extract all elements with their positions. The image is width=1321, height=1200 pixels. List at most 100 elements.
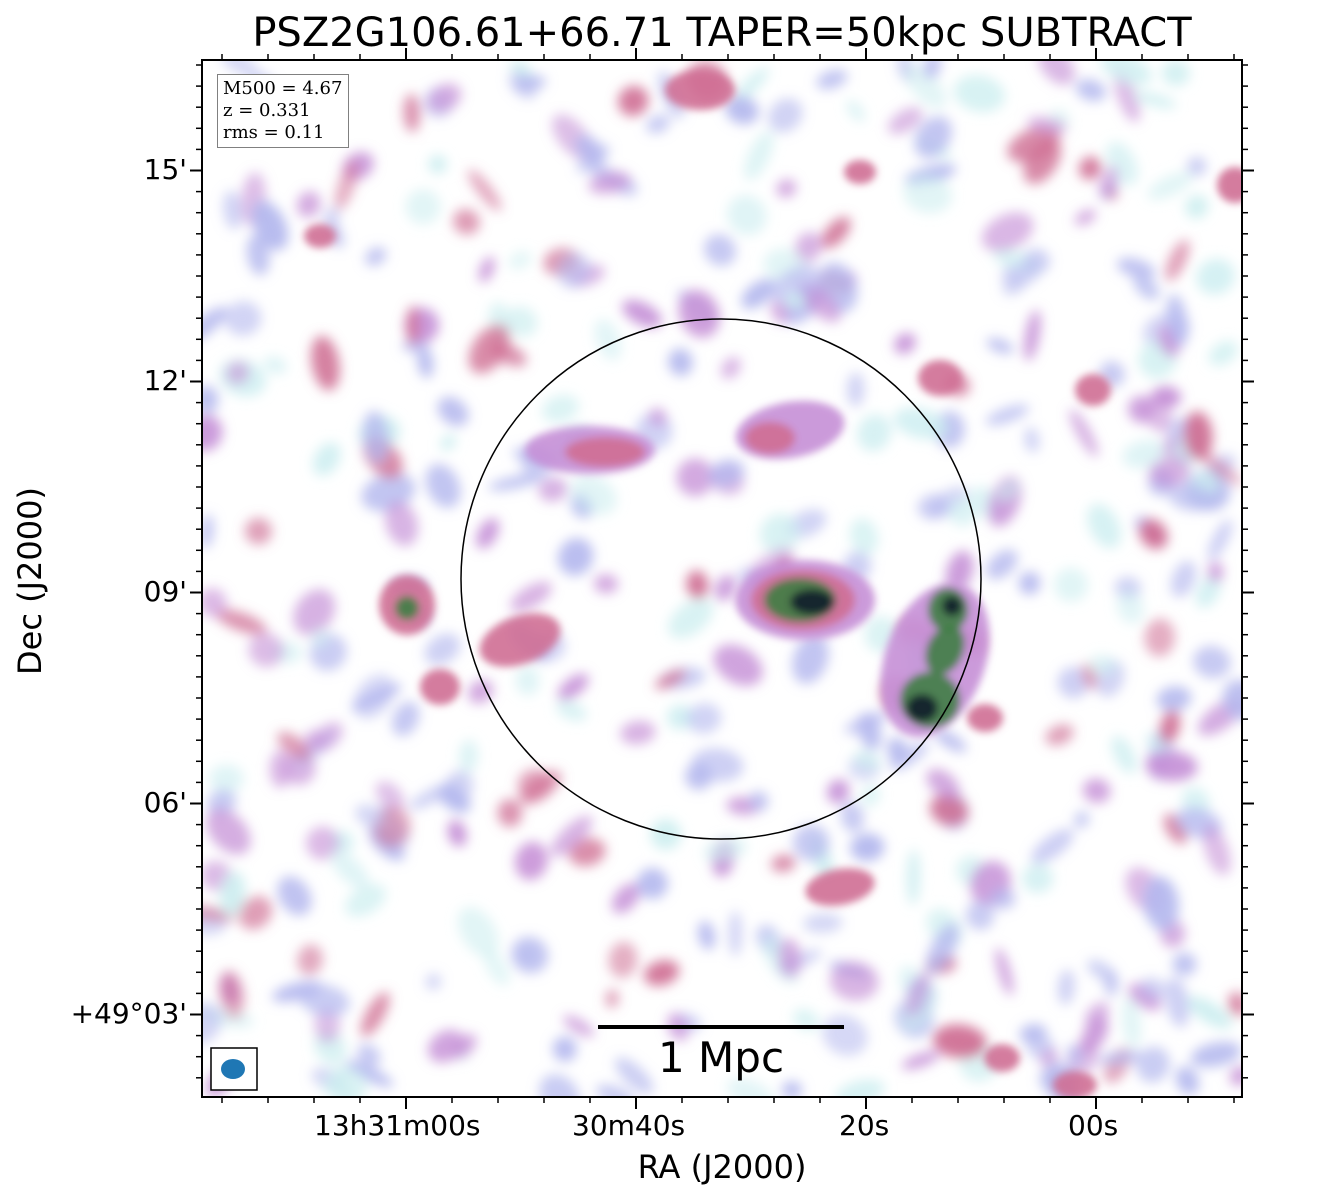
- noise-blob: [759, 513, 800, 554]
- noise-blob: [202, 414, 223, 452]
- noise-blob: [202, 306, 228, 342]
- noise-blob: [678, 289, 720, 338]
- noise-blob: [575, 135, 604, 164]
- emission-source: [1217, 167, 1242, 203]
- x-tick-label-20s: 20s: [839, 1109, 890, 1142]
- noise-blob: [385, 501, 419, 547]
- noise-blob: [334, 159, 359, 211]
- noise-blob: [1190, 1041, 1242, 1068]
- noise-blob: [440, 434, 457, 451]
- y-tick-label-15: 15': [143, 153, 187, 186]
- noise-blob: [1147, 171, 1194, 200]
- noise-blob: [353, 674, 395, 719]
- x-axis-label: RA (J2000): [637, 1148, 807, 1186]
- noise-blob: [1165, 977, 1190, 1028]
- noise-blob: [508, 251, 532, 270]
- noise-blob: [1121, 995, 1142, 1049]
- noise-blob: [1193, 645, 1231, 679]
- noise-blob: [277, 876, 312, 916]
- noise-blob: [905, 971, 930, 1018]
- noise-blob: [803, 913, 843, 934]
- emission-source: [565, 437, 645, 467]
- noise-blob: [511, 936, 549, 974]
- noise-blob: [538, 477, 568, 502]
- noise-blob: [1199, 452, 1242, 486]
- noise-blob: [901, 1051, 940, 1070]
- y-tick-label-09: 09': [143, 575, 187, 608]
- noise-blob: [835, 1079, 885, 1097]
- noise-blob: [220, 871, 246, 917]
- noise-blob: [622, 299, 662, 328]
- noise-blob: [781, 1081, 803, 1097]
- noise-blob: [1159, 710, 1181, 744]
- noise-blob: [403, 93, 421, 133]
- noise-blob: [251, 200, 289, 251]
- plot-frame: [201, 59, 1243, 1098]
- y-tick-label-06: 06': [143, 786, 187, 819]
- noise-blob: [770, 854, 796, 873]
- noise-blob: [1078, 156, 1102, 180]
- noise-blob: [816, 69, 848, 90]
- noise-blob: [355, 804, 385, 828]
- noise-blob: [1151, 386, 1182, 408]
- emission-source: [984, 1044, 1020, 1072]
- noise-blob: [776, 179, 797, 198]
- noise-blob: [844, 711, 888, 735]
- noise-blob: [202, 588, 227, 617]
- noise-blob: [1143, 876, 1179, 931]
- noise-blob: [515, 666, 540, 696]
- noise-blob: [726, 1078, 775, 1097]
- noise-blob: [703, 837, 747, 862]
- noise-blob: [1024, 427, 1040, 453]
- emission-source: [967, 704, 1003, 732]
- noise-blob: [861, 784, 880, 807]
- noise-blob: [238, 896, 273, 930]
- emission-source: [1053, 1071, 1097, 1097]
- noise-blob: [1128, 983, 1162, 1011]
- noise-blob: [794, 232, 822, 263]
- noise-blob: [1136, 1046, 1170, 1083]
- noise-blob: [929, 794, 969, 827]
- noise-blob: [995, 947, 1014, 996]
- noise-blob: [215, 609, 267, 635]
- noise-blob: [1022, 863, 1054, 894]
- noise-blob: [1222, 679, 1242, 720]
- noise-blob: [1087, 503, 1122, 549]
- noise-blob: [552, 1036, 577, 1062]
- noise-blob: [207, 789, 237, 816]
- x-tick-label-30m40s: 30m40s: [572, 1109, 686, 1142]
- noise-blob: [704, 234, 737, 267]
- noise-blob: [996, 480, 1019, 502]
- noise-blob: [686, 703, 722, 734]
- noise-blob: [887, 107, 923, 135]
- noise-blob: [593, 574, 619, 594]
- noise-blob: [550, 815, 593, 857]
- noise-blob: [468, 324, 510, 374]
- noise-blob: [948, 498, 977, 527]
- noise-blob: [786, 292, 805, 308]
- noise-blob: [505, 306, 538, 337]
- noise-blob: [205, 808, 251, 855]
- noise-blob: [903, 174, 953, 214]
- noise-blob: [428, 155, 448, 174]
- noise-blob: [1080, 1016, 1109, 1054]
- noise-blob: [375, 781, 405, 811]
- noise-blob: [1075, 79, 1107, 102]
- noise-blob: [981, 212, 1034, 252]
- noise-blob: [497, 799, 523, 827]
- noise-blob: [691, 748, 744, 782]
- noise-blob: [1069, 408, 1099, 457]
- noise-blob: [467, 169, 502, 211]
- noise-blob: [425, 463, 461, 508]
- noise-blob: [792, 634, 829, 684]
- noise-blob: [427, 1029, 465, 1063]
- noise-blob: [345, 1060, 394, 1088]
- noise-blob: [417, 346, 434, 379]
- noise-blob: [1144, 618, 1176, 657]
- noise-blob: [392, 701, 420, 737]
- noise-blob: [406, 305, 420, 346]
- noise-blob: [849, 518, 879, 556]
- noise-blob: [508, 71, 537, 100]
- noise-blob: [643, 960, 680, 986]
